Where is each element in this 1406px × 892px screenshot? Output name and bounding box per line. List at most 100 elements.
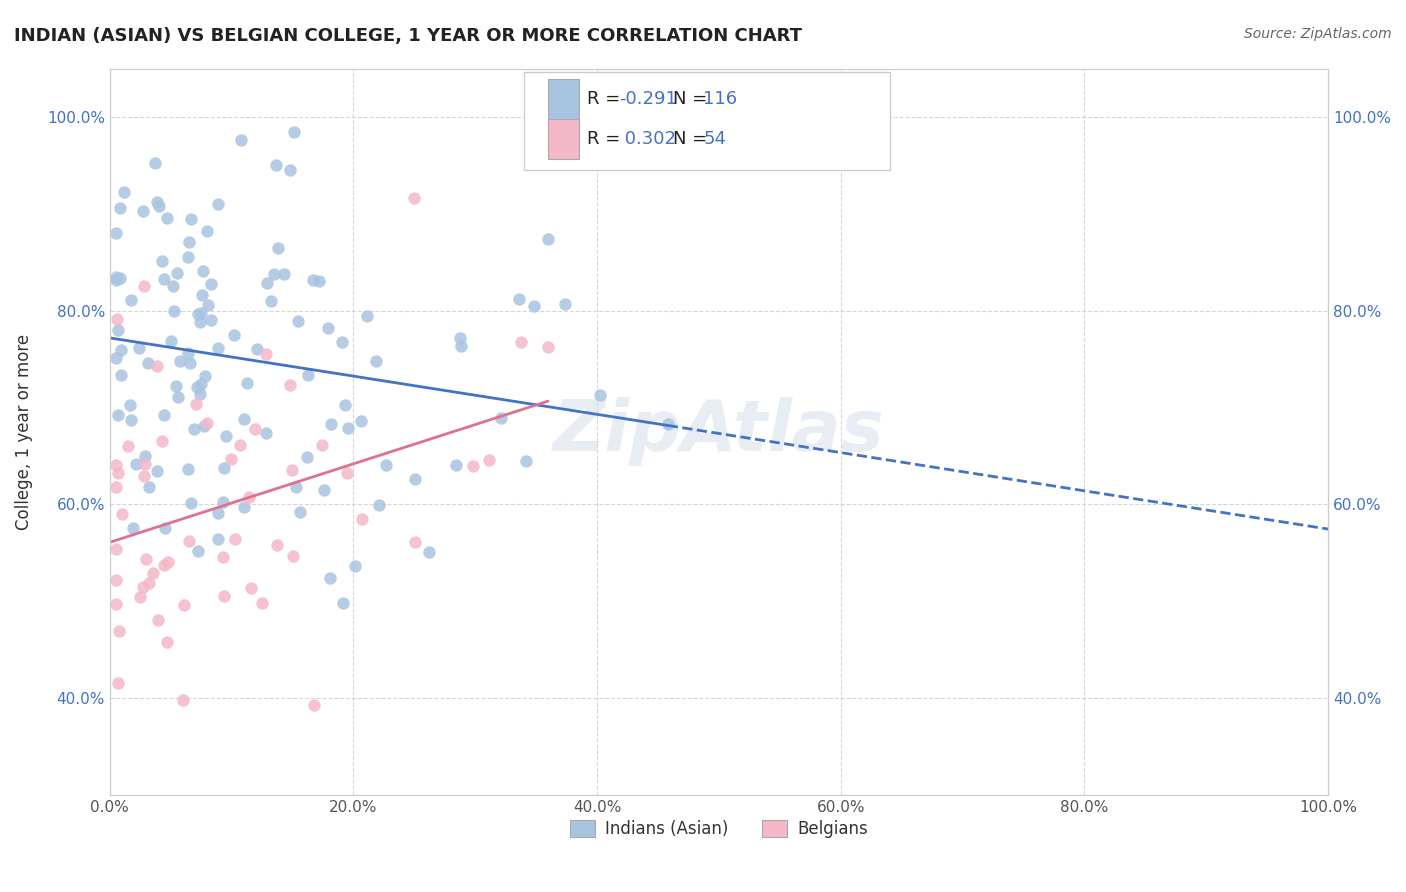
Point — [104, 598, 127, 612]
Point — [110, 368, 132, 383]
Y-axis label: College, 1 year or more: College, 1 year or more — [15, 334, 32, 530]
Point — [229, 132, 252, 146]
Text: N =: N = — [672, 90, 713, 109]
Point — [273, 267, 295, 281]
Point — [256, 276, 278, 290]
Point — [368, 498, 391, 512]
Point — [120, 412, 142, 426]
Point — [316, 321, 339, 335]
Point — [461, 459, 484, 474]
Point — [246, 342, 269, 356]
Text: R =: R = — [588, 130, 626, 148]
Point — [254, 347, 277, 361]
FancyBboxPatch shape — [524, 72, 890, 170]
Point — [177, 250, 200, 264]
Point — [343, 558, 366, 573]
Point — [449, 331, 471, 345]
Point — [197, 298, 219, 312]
Point — [135, 552, 157, 566]
Point — [194, 369, 217, 384]
Point — [104, 480, 127, 494]
Point — [239, 581, 262, 595]
Text: 116: 116 — [703, 90, 737, 109]
Point — [308, 274, 330, 288]
Point — [179, 235, 201, 249]
Text: INDIAN (ASIAN) VS BELGIAN COLLEGE, 1 YEAR OR MORE CORRELATION CHART: INDIAN (ASIAN) VS BELGIAN COLLEGE, 1 YEA… — [14, 27, 801, 45]
Point — [108, 624, 131, 639]
Text: R =: R = — [588, 90, 626, 109]
Point — [350, 512, 373, 526]
Point — [107, 408, 129, 422]
Point — [172, 693, 194, 707]
Point — [212, 460, 235, 475]
Point — [132, 469, 155, 483]
Point — [190, 306, 212, 320]
Point — [104, 351, 127, 366]
Point — [112, 185, 135, 199]
Point — [104, 574, 127, 588]
Point — [404, 472, 426, 486]
Point — [150, 254, 173, 268]
Point — [155, 635, 177, 649]
Point — [179, 534, 201, 549]
Point — [350, 414, 373, 428]
Point — [280, 162, 302, 177]
Point — [105, 312, 128, 326]
Text: 0.302: 0.302 — [619, 130, 676, 148]
Point — [146, 464, 169, 478]
Point — [146, 195, 169, 210]
Point — [297, 368, 319, 383]
Point — [302, 698, 325, 712]
Point — [222, 327, 245, 342]
Point — [332, 334, 354, 349]
Point — [290, 506, 312, 520]
Point — [166, 390, 188, 404]
Point — [235, 376, 257, 390]
Point — [278, 377, 301, 392]
Point — [163, 304, 186, 318]
Point — [250, 597, 273, 611]
Point — [238, 490, 260, 504]
Point — [107, 466, 129, 480]
Point — [444, 458, 467, 472]
Point — [374, 458, 396, 472]
Point — [107, 676, 129, 690]
Point — [138, 479, 160, 493]
Text: N =: N = — [672, 130, 713, 148]
Point — [142, 566, 165, 581]
Point — [191, 288, 214, 302]
Point — [312, 483, 335, 497]
Point — [200, 313, 222, 327]
Point — [187, 307, 209, 321]
Text: 54: 54 — [703, 130, 725, 148]
Point — [319, 571, 342, 585]
Point — [215, 429, 238, 443]
Point — [229, 438, 252, 452]
Point — [297, 450, 319, 464]
Point — [104, 458, 127, 472]
Point — [554, 297, 576, 311]
Point — [224, 533, 246, 547]
Point — [281, 549, 304, 563]
Point — [160, 334, 183, 348]
Point — [211, 549, 233, 564]
Point — [364, 354, 387, 368]
Point — [219, 452, 242, 467]
Point — [162, 278, 184, 293]
Point — [169, 354, 191, 368]
Point — [153, 558, 176, 573]
Point — [509, 334, 531, 349]
Point — [301, 273, 323, 287]
Point — [138, 575, 160, 590]
Point — [132, 204, 155, 219]
Point — [263, 268, 285, 282]
Point — [404, 535, 426, 549]
Point — [134, 457, 156, 471]
Point — [212, 590, 235, 604]
Point — [211, 494, 233, 508]
Text: ZipAtlas: ZipAtlas — [553, 397, 884, 467]
Point — [152, 271, 174, 285]
Point — [145, 359, 167, 373]
Point — [146, 614, 169, 628]
Point — [450, 339, 472, 353]
